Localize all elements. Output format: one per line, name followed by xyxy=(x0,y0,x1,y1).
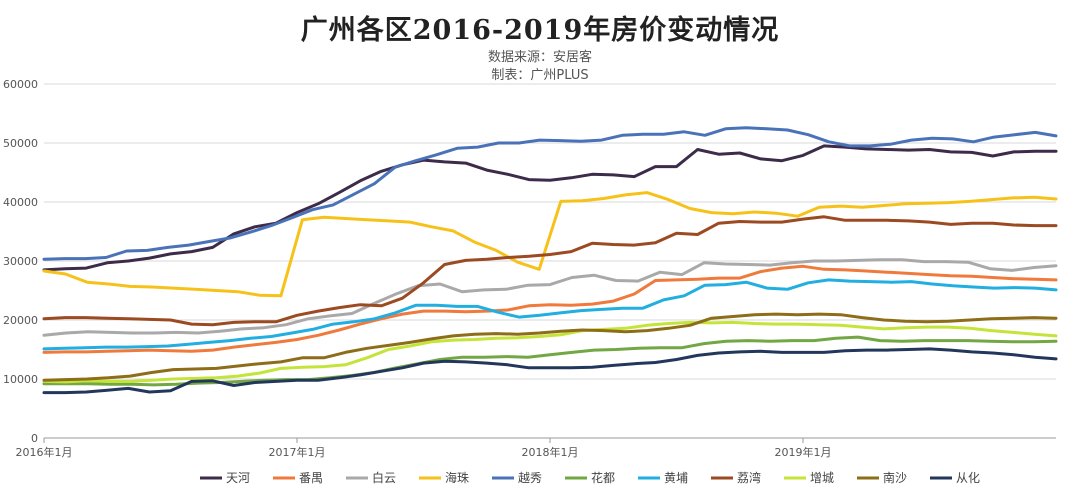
legend-label: 白云 xyxy=(372,470,396,485)
y-tick-label: 10000 xyxy=(3,373,38,386)
legend-label: 南沙 xyxy=(883,470,907,485)
y-tick-label: 0 xyxy=(31,432,38,445)
legend-label: 花都 xyxy=(591,470,615,485)
series-line-增城 xyxy=(42,320,1058,384)
x-tick-label: 2019年1月 xyxy=(775,445,832,459)
series-line-白云 xyxy=(42,258,1058,337)
series-line-从化 xyxy=(42,347,1058,395)
y-tick-label: 50000 xyxy=(3,137,38,150)
legend-label: 从化 xyxy=(956,471,980,485)
legend-label: 海珠 xyxy=(445,470,469,485)
series-line-海珠 xyxy=(42,191,1058,298)
chart-subtitle-source: 数据来源：安居客 xyxy=(487,50,592,65)
x-tick-label: 2017年1月 xyxy=(269,445,326,459)
series-line-天河 xyxy=(42,144,1058,272)
y-tick-label: 40000 xyxy=(3,196,38,209)
chart-title: 广州各区2016-2019年房价变动情况 xyxy=(300,15,780,46)
series-line-南沙 xyxy=(42,312,1058,382)
x-tick-label: 2016年1月 xyxy=(16,445,73,459)
series-line-番禺 xyxy=(42,264,1058,354)
y-tick-label: 20000 xyxy=(3,314,38,327)
legend-label: 荔湾 xyxy=(737,470,761,485)
series-line-花都 xyxy=(42,335,1058,387)
series-line-荔湾 xyxy=(42,215,1058,327)
legend-label: 黄埔 xyxy=(664,471,688,485)
y-tick-label: 30000 xyxy=(3,255,38,268)
legend-label: 越秀 xyxy=(518,471,542,485)
y-tick-label: 60000 xyxy=(3,78,38,91)
legend-label: 增城 xyxy=(810,471,834,485)
series-line-黄埔 xyxy=(42,278,1058,351)
legend-label: 番禺 xyxy=(299,471,323,485)
legend-label: 天河 xyxy=(226,471,250,485)
x-tick-label: 2018年1月 xyxy=(522,445,579,459)
series-line-越秀 xyxy=(42,126,1058,261)
chart-subtitle-author: 制表：广州PLUS xyxy=(491,68,589,83)
